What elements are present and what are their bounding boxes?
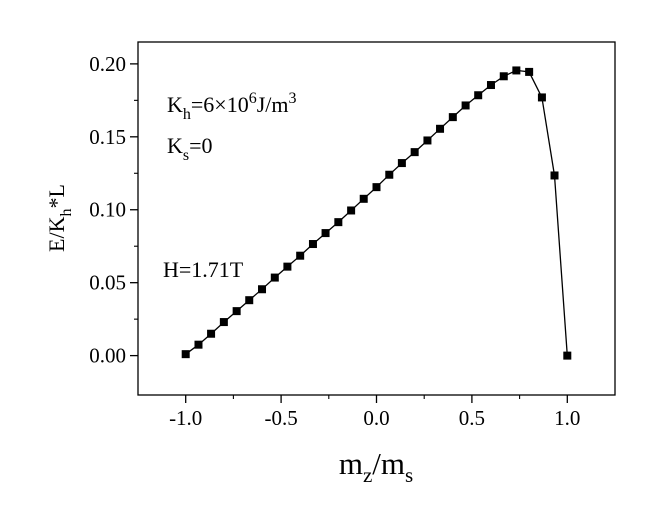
data-point [321,229,330,238]
ks-prefix: K [167,133,183,158]
data-point [436,124,445,133]
kh-prefix: K [167,92,183,117]
data-point [372,183,381,192]
data-point [474,91,483,100]
data-point [270,273,279,282]
data-point [499,72,508,81]
y-tick-label: 0.00 [89,344,126,368]
kh-unit: J/m [257,92,289,117]
kh-sub: h [183,106,191,123]
data-point [219,318,228,327]
axis-ticks [130,63,568,403]
data-point [308,240,317,249]
data-point [550,171,559,180]
y-tick-label: 0.20 [89,52,126,76]
data-point [448,113,457,122]
data-point [207,329,216,338]
data-point [461,101,470,110]
ylabel-sub: h [58,209,75,217]
data-point [537,93,546,102]
data-point [283,262,292,271]
y-tick-label: 0.05 [89,271,126,295]
ylabel-suffix: *L [44,184,69,208]
xlabel-sub1: z [363,463,372,487]
x-tick-label: 1.0 [554,406,580,430]
data-point [181,350,190,359]
data-point [334,218,343,227]
data-point [525,67,534,76]
data-point [347,206,356,215]
x-axis-title: mz/ms [339,446,413,487]
y-tick-label: 0.15 [89,125,126,149]
kh-sup2: 3 [289,90,297,107]
x-tick-label: 0.0 [363,406,389,430]
data-point [258,285,267,294]
kh-sup: 6 [249,90,257,107]
x-tick-label: 0.5 [459,406,485,430]
data-point [232,307,241,316]
x-tick-label: -1.0 [169,406,202,430]
data-point [385,170,394,179]
kh-mid: =6×10 [191,92,249,117]
data-point [423,136,432,145]
ylabel-prefix: E/K [44,216,69,252]
data-series [181,66,572,360]
data-point [245,296,254,305]
annotation-field: H=1.71T [163,257,244,282]
xlabel-sub2: s [405,463,413,487]
ks-sub: s [183,147,189,164]
x-tick-labels: -1.0 -0.5 0.0 0.5 1.0 [169,406,580,430]
y-tick-label: 0.10 [89,198,126,222]
ks-suffix: =0 [189,133,212,158]
data-point [359,194,368,203]
data-point [563,351,572,360]
x-tick-label: -0.5 [264,406,297,430]
plot-frame [137,41,616,396]
xlabel-base: m [339,446,363,481]
data-point [410,148,419,157]
annotation-kh: Kh=6×106J/m3 [167,90,297,123]
y-axis-title: E/Kh*L [44,184,75,252]
xlabel-sep: /m [372,446,405,481]
data-point [512,66,521,75]
data-point [194,340,203,349]
y-tick-labels: 0.00 0.05 0.10 0.15 0.20 [89,52,126,368]
data-point [397,159,406,168]
annotation-ks: Ks=0 [167,133,213,164]
data-point [486,81,495,90]
data-point [296,251,305,260]
